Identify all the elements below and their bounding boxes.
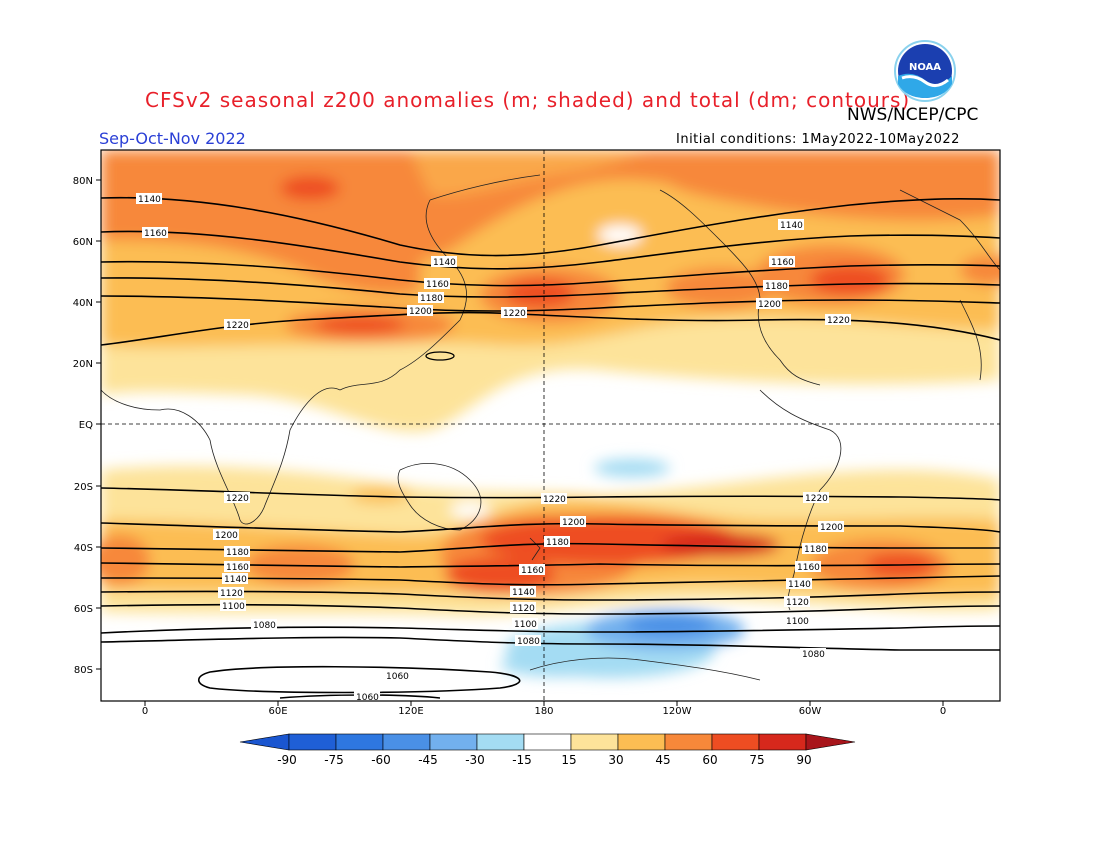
colorbar-swatch [664, 733, 713, 751]
contour-label: 1120 [220, 589, 243, 599]
contour-label: 1080 [517, 637, 540, 647]
contour-label: 1080 [802, 650, 825, 660]
lat-axis: 80N 60N 40N 20N EQ 20S 40S 60S 80S [73, 176, 101, 676]
colorbar-label: 60 [702, 753, 717, 767]
contour-label: 1180 [420, 294, 443, 304]
contour-label: 1180 [226, 548, 249, 558]
lon-label: 120E [398, 706, 423, 717]
contour-label: 1060 [386, 672, 409, 682]
colorbar-label: 75 [749, 753, 764, 767]
colorbar-label: -45 [418, 753, 438, 767]
colorbar-over-triangle [805, 733, 856, 751]
colorbar-swatch [758, 733, 807, 751]
lat-label: 20N [73, 359, 93, 370]
lon-label: 60W [799, 706, 822, 717]
contour-label-group: 1140 1160 1140 1160 1180 1200 1220 1220 … [136, 193, 851, 703]
contour-label: 1100 [222, 602, 245, 612]
colorbar-swatch [335, 733, 384, 751]
agency-label: NWS/NCEP/CPC [847, 105, 979, 125]
contour-label: 1140 [224, 575, 247, 585]
contour-label: 1220 [805, 494, 828, 504]
contour-label: 1160 [226, 563, 249, 573]
contour-label: 1180 [765, 282, 788, 292]
contour-label: 1220 [827, 316, 850, 326]
map-border [100, 149, 1001, 702]
contour-label: 1140 [512, 588, 535, 598]
contour-label: 1220 [226, 321, 249, 331]
lon-label: 0 [142, 706, 148, 717]
colorbar-swatch [288, 733, 337, 751]
initial-conditions-label: Initial conditions: 1May2022-10May2022 [676, 132, 960, 147]
colorbar-swatch [429, 733, 478, 751]
colorbar-label: -75 [324, 753, 344, 767]
contour-label: 1200 [820, 523, 843, 533]
lat-label: 20S [74, 482, 93, 493]
lat-label: 80S [74, 665, 93, 676]
lat-label: 80N [73, 176, 93, 187]
colorbar-swatch [711, 733, 760, 751]
contour-label: 1060 [356, 693, 379, 703]
colorbar: -90 -75 -60 -45 -30 -15 15 30 45 60 75 90 [239, 733, 856, 767]
contour-label: 1100 [786, 617, 809, 627]
logo-text: NOAA [909, 62, 941, 73]
lat-label: 40S [74, 543, 93, 554]
contour-label: 1200 [758, 300, 781, 310]
noaa-logo-icon: NOAA [894, 40, 956, 102]
contour-label: 1140 [138, 195, 161, 205]
colorbar-label: -60 [371, 753, 391, 767]
colorbar-label: 15 [561, 753, 576, 767]
colorbar-label: -30 [465, 753, 485, 767]
contour-label: 1200 [409, 307, 432, 317]
contour-label: 1080 [253, 621, 276, 631]
colorbar-swatch [570, 733, 619, 751]
contour-label: 1220 [543, 495, 566, 505]
contour-label: 1100 [514, 620, 537, 630]
season-label: Sep-Oct-Nov 2022 [99, 129, 246, 148]
contour-label: 1120 [512, 604, 535, 614]
contour-label: 1160 [521, 566, 544, 576]
colorbar-label: 30 [608, 753, 623, 767]
colorbar-swatch [617, 733, 666, 751]
contour-label: 1180 [804, 545, 827, 555]
contour-label: 1220 [226, 494, 249, 504]
colorbar-under-triangle [239, 733, 290, 751]
contour-label: 1160 [144, 229, 167, 239]
lat-label: 60S [74, 604, 93, 615]
map-frame: 1140 1160 1140 1160 1180 1200 1220 1220 … [101, 150, 1000, 703]
lat-label: EQ [79, 420, 93, 431]
lon-label: 0 [940, 706, 946, 717]
contour-label: 1220 [503, 309, 526, 319]
contour-label: 1140 [780, 221, 803, 231]
colorbar-label: -15 [512, 753, 532, 767]
map-title: CFSv2 seasonal z200 anomalies (m; shaded… [145, 88, 911, 112]
colorbar-label: 45 [655, 753, 670, 767]
contour-label: 1200 [562, 518, 585, 528]
contour-label: 1180 [546, 538, 569, 548]
contour-label: 1200 [215, 531, 238, 541]
colorbar-swatch [523, 733, 572, 751]
contour-label: 1140 [433, 258, 456, 268]
lon-label: 60E [268, 706, 287, 717]
lon-axis: 0 60E 120E 180 120W 60W 0 [142, 701, 946, 717]
lat-label: 40N [73, 298, 93, 309]
lat-label: 60N [73, 237, 93, 248]
colorbar-swatch [476, 733, 525, 751]
contour-label: 1160 [771, 258, 794, 268]
colorbar-label: 90 [796, 753, 811, 767]
colorbar-swatch [382, 733, 431, 751]
colorbar-label: -90 [277, 753, 297, 767]
lon-label: 120W [663, 706, 692, 717]
lon-label: 180 [534, 706, 553, 717]
contour-label: 1160 [426, 280, 449, 290]
contour-label: 1120 [786, 598, 809, 608]
contour-label: 1160 [797, 563, 820, 573]
contour-label: 1140 [788, 580, 811, 590]
